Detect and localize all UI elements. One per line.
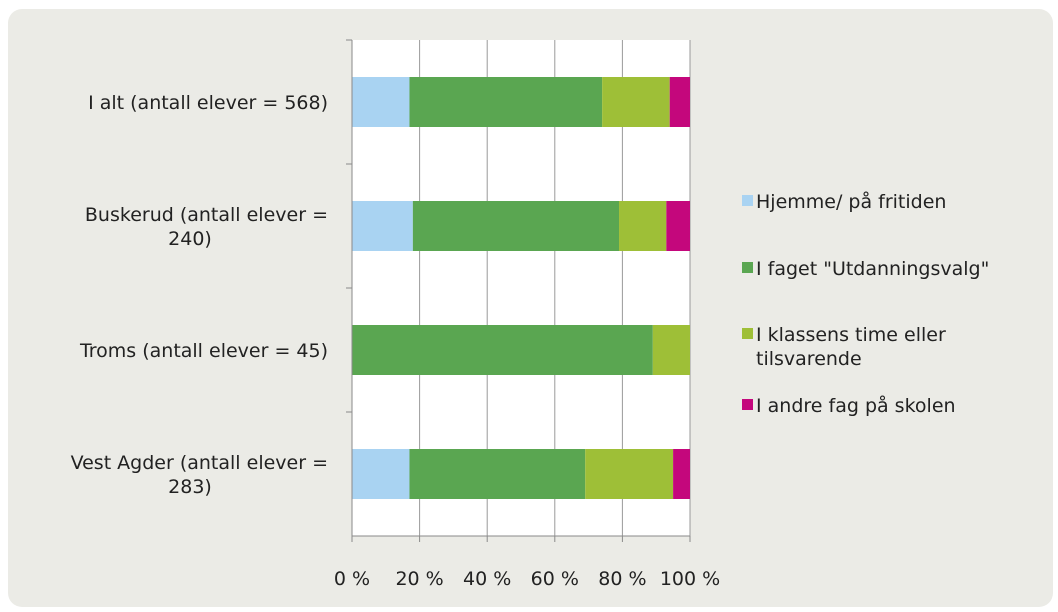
x-tick-label: 40 % (463, 568, 511, 590)
x-tick-label: 0 % (334, 568, 370, 590)
bar-segment (585, 449, 674, 499)
legend-label: Hjemme/ på fritiden (756, 190, 946, 213)
x-tick-label: 100 % (660, 568, 720, 590)
bar-segment (652, 325, 690, 375)
x-tick-labels: 0 % 20 % 40 % 60 % 80 % 100 % (334, 568, 720, 590)
category-labels: I alt (antall elever = 568) Buskerud (ant… (71, 92, 328, 498)
category-label: Troms (antall elever = 45) (79, 340, 328, 362)
bar-segment (666, 201, 690, 251)
bar-segment (602, 77, 670, 127)
legend-label: I andre fag på skolen (756, 394, 956, 417)
bar-segment (412, 201, 620, 251)
x-tick-label: 20 % (395, 568, 443, 590)
x-tick-label: 80 % (598, 568, 646, 590)
bar-segment (352, 449, 410, 499)
bar-segment (352, 325, 653, 375)
category-label: I alt (antall elever = 568) (88, 92, 328, 114)
bars (352, 77, 690, 499)
category-label: Buskerud (antall elever = (85, 204, 328, 226)
bar-segment (673, 449, 690, 499)
legend-label: I faget "Utdanningsvalg" (756, 258, 989, 280)
category-label: 283) (168, 476, 212, 498)
legend-swatch (742, 262, 753, 273)
bar-segment (619, 201, 667, 251)
bar-segment (409, 77, 603, 127)
bar-segment (669, 77, 690, 127)
bar-segment (352, 77, 410, 127)
bar-segment (409, 449, 586, 499)
legend-swatch (742, 399, 753, 410)
legend-swatch (742, 328, 753, 339)
category-label: 240) (168, 228, 212, 250)
legend-swatch (742, 195, 753, 206)
legend-label: I klassens time eller (756, 324, 946, 346)
legend-label: tilsvarende (756, 348, 862, 370)
legend: Hjemme/ på fritiden I faget "Utdanningsva… (742, 190, 989, 417)
category-label: Vest Agder (antall elever = (71, 452, 328, 474)
x-tick-label: 60 % (531, 568, 579, 590)
axes (346, 39, 691, 542)
bar-segment (352, 201, 413, 251)
